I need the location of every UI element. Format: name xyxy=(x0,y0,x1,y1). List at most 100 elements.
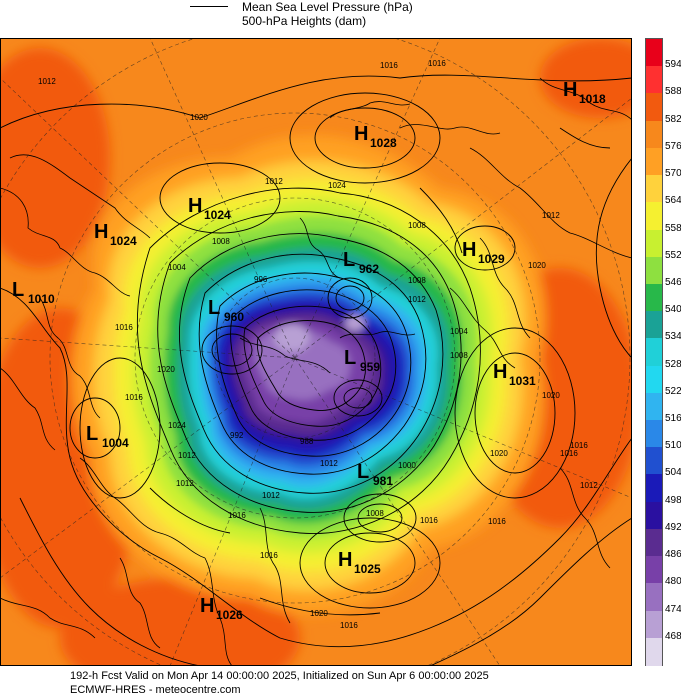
isobar-label: 1016 xyxy=(488,517,506,526)
colorbar-tick-label: 552 xyxy=(665,249,681,261)
pressure-center: L 959 xyxy=(344,347,380,374)
pressure-center: L 1010 xyxy=(12,279,55,306)
colorbar-swatch xyxy=(646,66,662,95)
isobar-label: 1012 xyxy=(178,451,196,460)
svg-text:981: 981 xyxy=(373,474,393,488)
colorbar-swatch xyxy=(646,256,662,285)
colorbar-tick-label: 528 xyxy=(665,358,681,370)
colorbar-swatch xyxy=(646,283,662,312)
svg-text:1029: 1029 xyxy=(478,252,505,266)
svg-text:1025: 1025 xyxy=(354,562,381,576)
colorbar-swatch xyxy=(646,311,662,340)
colorbar-tick-label: 576 xyxy=(665,140,681,152)
isobar-label: 1012 xyxy=(408,295,426,304)
colorbar-swatch xyxy=(646,147,662,176)
svg-text:L: L xyxy=(357,461,369,483)
colorbar-tick-label: 516 xyxy=(665,413,681,425)
colorbar-tick-label: 522 xyxy=(665,385,681,397)
isobar-label: 1020 xyxy=(490,449,508,458)
isobar-label: 988 xyxy=(300,437,314,446)
colorbar-swatch xyxy=(646,528,662,557)
colorbar-tick-label: 534 xyxy=(665,331,681,343)
svg-text:1026: 1026 xyxy=(216,608,243,622)
colorbar-tick-label: 498 xyxy=(665,494,681,506)
legend-pressure-label: Mean Sea Level Pressure (hPa) xyxy=(242,0,413,14)
svg-text:1031: 1031 xyxy=(509,374,536,388)
svg-text:959: 959 xyxy=(360,360,380,374)
colorbar-swatch xyxy=(646,447,662,476)
colorbar-swatch xyxy=(646,420,662,449)
colorbar-tick-label: 594 xyxy=(665,59,681,71)
colorbar-swatch xyxy=(646,338,662,367)
svg-text:H: H xyxy=(94,221,108,243)
isobar-label: 1012 xyxy=(265,177,283,186)
colorbar-swatch xyxy=(646,202,662,231)
forecast-map: 1012 1016 1020 1024 1008 1004 1016 1020 … xyxy=(0,38,632,666)
colorbar-swatch xyxy=(646,556,662,585)
colorbar-swatch xyxy=(646,583,662,612)
svg-text:L: L xyxy=(343,249,355,271)
colorbar-tick-label: 474 xyxy=(665,603,681,615)
colorbar-tick-label: 486 xyxy=(665,549,681,561)
isobar-line-sample xyxy=(190,6,228,7)
svg-text:1018: 1018 xyxy=(579,92,606,106)
map-frame xyxy=(0,38,632,666)
pressure-center: L 1004 xyxy=(86,423,129,450)
isobar-label: 1008 xyxy=(450,351,468,360)
pressure-centers: H 1018 H 1028 H 1024 H 1024 L 1010 H 102… xyxy=(12,79,606,622)
pressure-center: L 962 xyxy=(343,249,379,276)
isobar-label: 1008 xyxy=(408,221,426,230)
isobar-label: 1020 xyxy=(542,391,560,400)
isobar-label: 1016 xyxy=(380,61,398,70)
isobar-label: 1024 xyxy=(168,421,186,430)
colorbar-tick-label: 510 xyxy=(665,440,681,452)
colorbar-swatch xyxy=(646,474,662,503)
svg-text:1028: 1028 xyxy=(370,136,397,150)
svg-text:H: H xyxy=(188,195,202,217)
isobar-label: 1020 xyxy=(157,365,175,374)
isobar-label: 992 xyxy=(230,431,244,440)
pressure-center: H 1026 xyxy=(200,595,243,622)
pressure-center: H 1018 xyxy=(563,79,606,106)
isobar-label: 1020 xyxy=(528,261,546,270)
pressure-center: H 1024 xyxy=(188,195,231,222)
colorbar-tick-label: 492 xyxy=(665,521,681,533)
pressure-center: H 1029 xyxy=(462,239,505,266)
isobar-label: 1016 xyxy=(428,59,446,68)
isobar-label: 1012 xyxy=(320,459,338,468)
svg-text:1004: 1004 xyxy=(102,436,129,450)
svg-text:1024: 1024 xyxy=(110,234,137,248)
colorbar-tick-label: 504 xyxy=(665,467,681,479)
svg-text:H: H xyxy=(462,239,476,261)
isobar-label: 1012 xyxy=(580,481,598,490)
isobar-label: 1012 xyxy=(262,491,280,500)
svg-text:H: H xyxy=(338,549,352,571)
coastlines xyxy=(0,77,632,666)
isobar-label: 1000 xyxy=(398,461,416,470)
isobar-label: 1012 xyxy=(176,479,194,488)
isobars xyxy=(0,74,632,666)
isobar-label: 1016 xyxy=(340,621,358,630)
colorbar-tick-label: 582 xyxy=(665,113,681,125)
lat-lon-grid xyxy=(0,38,632,666)
isobar-label: 1008 xyxy=(408,276,426,285)
isobar-label: 1008 xyxy=(366,509,384,518)
colorbar-tick-label: 558 xyxy=(665,222,681,234)
svg-text:H: H xyxy=(200,595,214,617)
colorbar-swatch xyxy=(646,175,662,204)
isobar-label: 1016 xyxy=(260,551,278,560)
isobar-label: 1004 xyxy=(168,263,186,272)
legend-heights-label: 500-hPa Heights (dam) xyxy=(242,14,367,28)
isobar-label: 1016 xyxy=(228,511,246,520)
isobar-labels: 1012 1016 1020 1024 1008 1004 1016 1020 … xyxy=(38,59,598,630)
isobar-label: 1008 xyxy=(212,237,230,246)
svg-text:H: H xyxy=(563,79,577,101)
colorbar-swatch xyxy=(646,610,662,639)
colorbar-swatch xyxy=(646,120,662,149)
model-source: ECMWF-HRES - meteocentre.com xyxy=(70,684,241,696)
svg-text:L: L xyxy=(344,347,356,369)
isobar-label: 1016 xyxy=(420,516,438,525)
svg-text:962: 962 xyxy=(359,262,379,276)
colorbar-swatch xyxy=(646,39,662,67)
isobar-label: 1024 xyxy=(328,181,346,190)
